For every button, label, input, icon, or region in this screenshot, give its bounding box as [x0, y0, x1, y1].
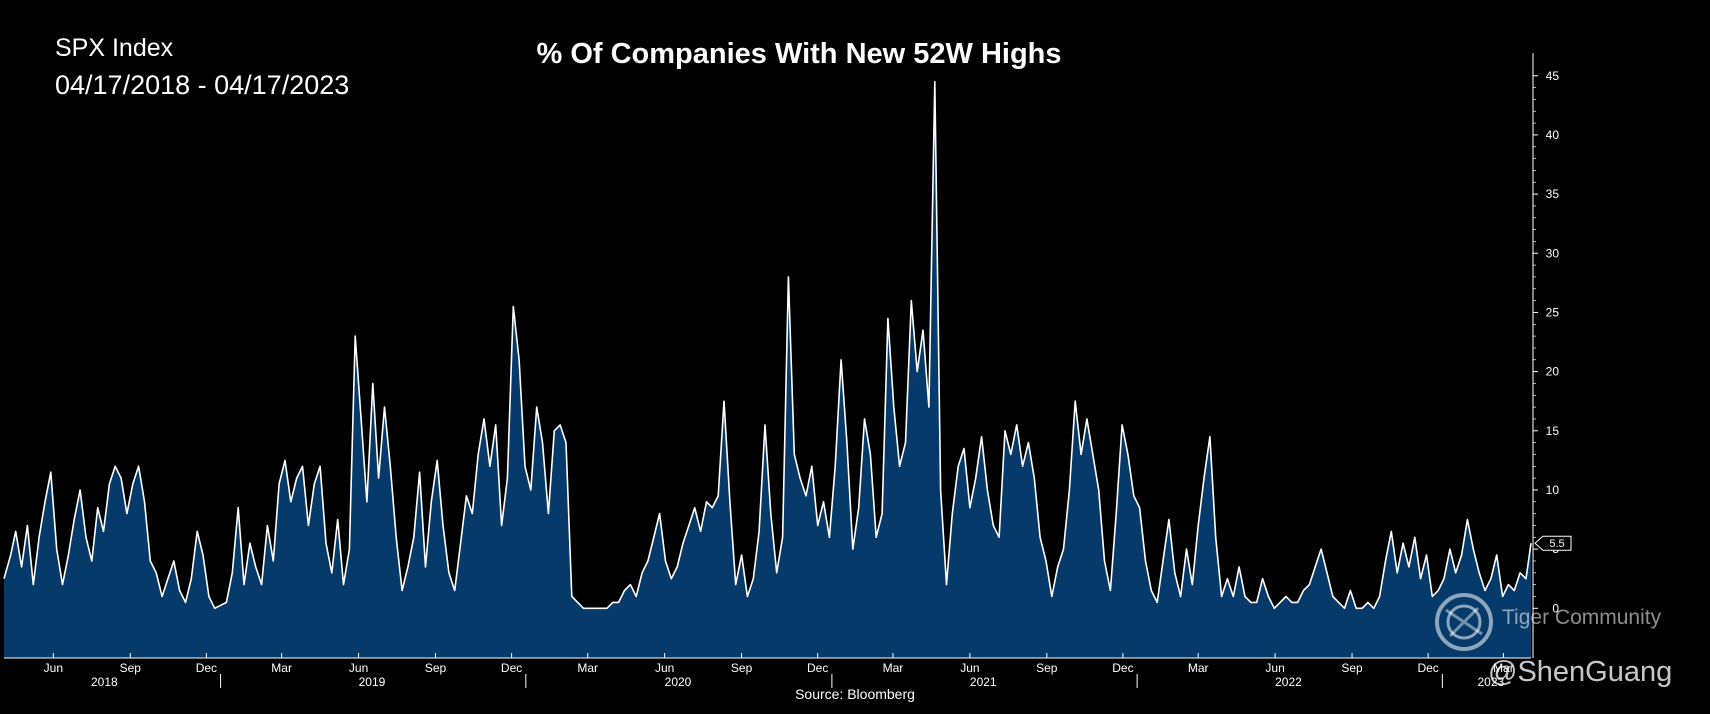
x-tick-label: Jun [960, 661, 979, 675]
chart-title-text: % Of Companies With New 52W Highs [536, 38, 1062, 70]
x-tick-label: Dec [196, 661, 217, 675]
x-tick-label: Jun [44, 661, 63, 675]
year-label: 2023 [1478, 675, 1505, 689]
y-tick-label: 15 [1546, 424, 1560, 438]
x-tick-label: Sep [1036, 661, 1058, 675]
x-tick-label: Sep [425, 661, 447, 675]
x-tick-label: Dec [1417, 661, 1438, 675]
y-axis-ticks: 454035302520151050 [1533, 69, 1560, 615]
last-value-marker: 5.5 [1534, 535, 1572, 551]
last-value-tag [1534, 535, 1572, 551]
x-tick-label: Sep [1341, 661, 1363, 675]
last-value-label: 5.5 [1549, 538, 1564, 550]
source-note: Source: Bloomberg [0, 686, 1710, 702]
x-tick-label: Mar [577, 661, 598, 675]
x-tick-label: Mar [271, 661, 292, 675]
x-tick-label: Jun [349, 661, 368, 675]
chart-title: % Of Companies With New 52W Highs [0, 38, 1710, 71]
x-axis-years: 2018 2019 2020 2021 2022 2023 [91, 674, 1505, 689]
year-label: 2022 [1275, 675, 1302, 689]
y-tick-label: 35 [1546, 187, 1560, 201]
x-tick-label: Dec [807, 661, 828, 675]
year-label: 2019 [359, 675, 386, 689]
series-line [3, 80, 1532, 610]
y-tick-label: 20 [1546, 365, 1560, 379]
x-tick-label: Sep [731, 661, 753, 675]
series-area-fill [4, 81, 1531, 658]
axes [4, 53, 1534, 659]
y-tick-label: 25 [1546, 305, 1560, 319]
x-tick-label: Sep [120, 661, 142, 675]
x-tick-label: Dec [501, 661, 522, 675]
series-area [4, 81, 1531, 658]
x-tick-label: Dec [1112, 661, 1133, 675]
source-text: Source: Bloomberg [795, 686, 915, 702]
tiger-logo-icon [1435, 593, 1493, 651]
series-line-path [3, 80, 1532, 610]
y-tick-label: 45 [1546, 69, 1560, 83]
y-tick-label: 0 [1552, 601, 1559, 615]
y-tick-label: 30 [1546, 246, 1560, 260]
x-axis-ticks: Jun Sep Dec Mar Jun Sep Dec Mar Jun Sep Dec Mar Jun S… [44, 653, 1514, 675]
x-tick-label: Mar [1493, 661, 1514, 675]
year-label: 2018 [91, 675, 118, 689]
x-tick-label: Jun [1265, 661, 1284, 675]
watermark-handle: @ShenGuang [1488, 656, 1673, 688]
year-label: 2020 [665, 675, 692, 689]
year-label: 2021 [970, 675, 997, 689]
index-name: SPX Index [55, 34, 174, 62]
x-tick-label: Mar [1188, 661, 1209, 675]
x-tick-label: Jun [655, 661, 674, 675]
x-tick-label: Mar [883, 661, 904, 675]
date-range: 04/17/2018 - 04/17/2023 [55, 70, 350, 100]
y-tick-label: 40 [1546, 128, 1560, 142]
y-tick-label: 10 [1546, 483, 1560, 497]
watermark-brand: Tiger Community [1502, 606, 1662, 629]
